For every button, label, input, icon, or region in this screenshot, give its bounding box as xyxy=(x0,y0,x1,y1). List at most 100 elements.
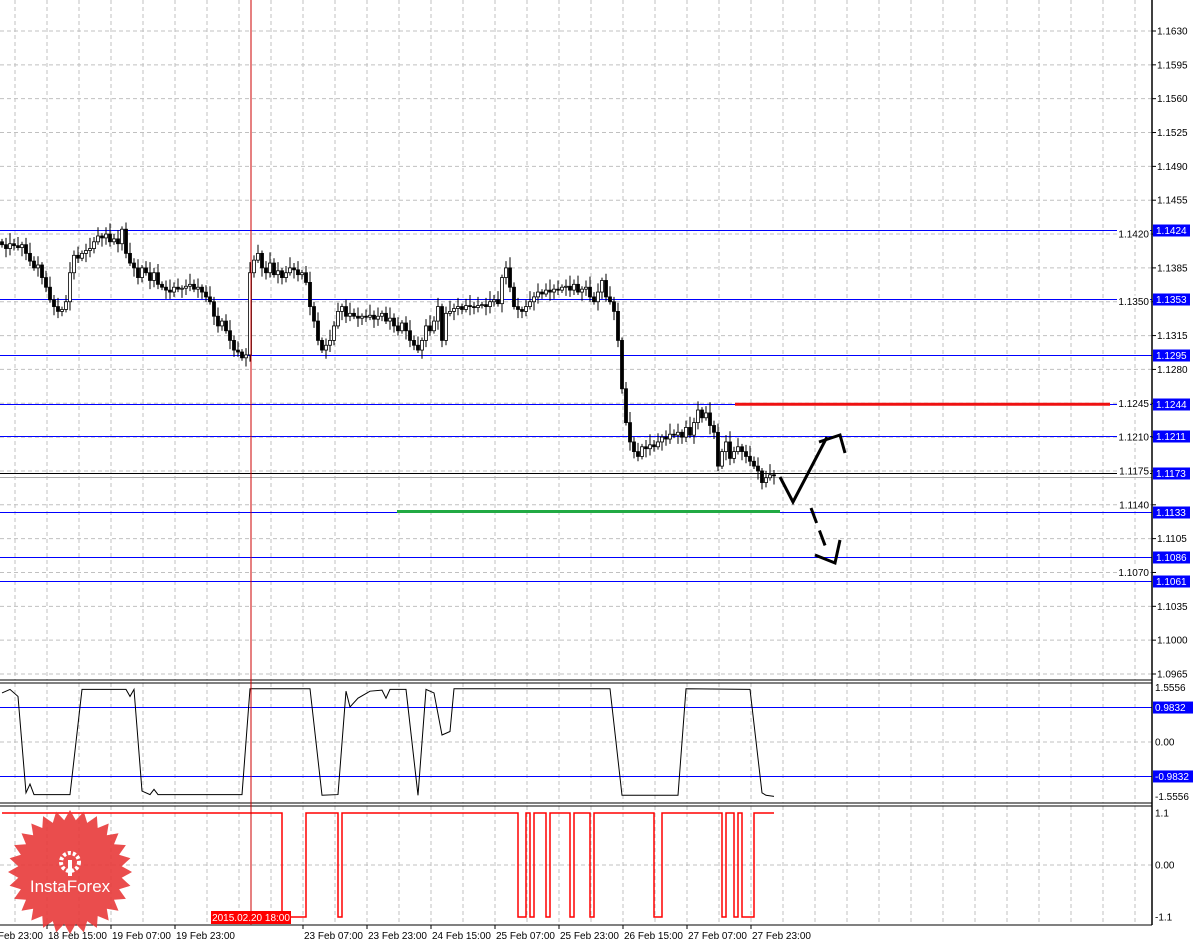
candle-bullish xyxy=(288,267,292,274)
candle-bullish xyxy=(448,311,452,314)
level-label: 1.1133 xyxy=(1156,508,1186,519)
candle-bullish xyxy=(180,287,184,290)
level-label: 1.1061 xyxy=(1156,577,1187,588)
candle-bullish xyxy=(596,291,600,303)
candle-bullish xyxy=(64,301,68,310)
candle-bearish xyxy=(616,311,620,341)
candle-bearish xyxy=(200,286,204,293)
candle-bullish xyxy=(552,288,556,293)
oscillator-level-label: 0.9832 xyxy=(1155,703,1186,714)
forecast-drawings xyxy=(778,433,847,566)
candle-bearish xyxy=(156,272,160,285)
price-tick-label: 1.1350 xyxy=(1118,297,1149,308)
price-tick-label: 1.1420 xyxy=(1118,230,1149,241)
candle-bullish xyxy=(432,320,436,332)
time-label: 17 Feb 23:00 xyxy=(0,931,43,942)
candle-bearish xyxy=(356,315,360,319)
candle-bearish xyxy=(240,351,244,359)
price-tick-label: 1.1245 xyxy=(1118,399,1149,410)
panel-frames xyxy=(0,0,1153,926)
candle-bullish xyxy=(436,306,440,322)
candle-bullish xyxy=(656,441,660,448)
logo-gear-icon xyxy=(59,851,81,873)
candle-bullish xyxy=(400,322,404,332)
candle-bullish xyxy=(560,286,564,291)
candle-bearish xyxy=(32,260,36,269)
candle-bullish xyxy=(764,477,768,483)
candle-bearish xyxy=(204,291,208,298)
candle-bearish xyxy=(516,306,520,310)
candle-bearish xyxy=(128,252,132,264)
candle-bullish xyxy=(220,320,224,327)
candle-bearish xyxy=(216,315,220,327)
candle-bearish xyxy=(628,422,632,443)
candle-bearish xyxy=(0,241,4,246)
candle-bearish xyxy=(672,433,676,436)
candle-bullish xyxy=(172,286,176,293)
candle-bearish xyxy=(76,254,80,259)
candle-bearish xyxy=(164,286,168,291)
candle-bullish xyxy=(456,306,460,309)
candle-bearish xyxy=(508,267,512,288)
candle-bullish xyxy=(452,308,456,312)
candle-bullish xyxy=(492,299,496,303)
oscillator-line xyxy=(1,687,775,797)
candle-bearish xyxy=(404,322,408,332)
candle-bullish xyxy=(332,325,336,341)
candle-bullish xyxy=(488,301,492,307)
candle-bullish xyxy=(500,277,504,305)
candle-bearish xyxy=(352,312,356,317)
price-tick-label: 1.1630 xyxy=(1157,27,1188,38)
price-tick-label-bg xyxy=(1117,464,1150,477)
candle-bearish xyxy=(176,286,180,290)
candle-bearish xyxy=(712,425,716,433)
candle-bearish xyxy=(772,474,776,477)
candle-bearish xyxy=(472,306,476,308)
candle-bullish xyxy=(252,259,256,274)
candle-bearish xyxy=(44,277,48,288)
price-tick-label: 1.1455 xyxy=(1157,196,1188,207)
candle-bearish xyxy=(652,444,656,448)
oscillator-panel xyxy=(0,687,1152,797)
candle-bearish xyxy=(548,289,552,293)
time-label: 25 Feb 07:00 xyxy=(496,931,555,942)
candle-bullish xyxy=(184,285,188,289)
candle-bearish xyxy=(312,306,316,322)
candle-bullish xyxy=(648,444,652,450)
candle-bearish xyxy=(644,446,648,450)
candle-bullish xyxy=(720,451,724,467)
candle-bullish xyxy=(360,315,364,319)
price-tick-label: 1.1000 xyxy=(1157,636,1188,647)
candle-bullish xyxy=(640,446,644,457)
candle-bullish xyxy=(572,283,576,291)
level-label: 1.1244 xyxy=(1156,400,1187,411)
signal-line xyxy=(2,812,774,918)
candle-bearish xyxy=(260,252,264,269)
candle-bearish xyxy=(428,325,432,332)
time-label: 18 Feb 15:00 xyxy=(48,931,107,942)
candle-bullish xyxy=(96,235,100,243)
candle-bearish xyxy=(632,441,636,453)
candle-bullish xyxy=(336,311,340,327)
horizontal-levels xyxy=(0,230,1152,582)
candle-bearish xyxy=(40,264,44,278)
candle-bullish xyxy=(284,272,288,278)
price-tick-label-bg xyxy=(1117,228,1150,241)
candle-bearish xyxy=(144,267,148,274)
candle-bullish xyxy=(420,340,424,351)
candle-bearish xyxy=(160,283,164,288)
logo-stem-icon xyxy=(68,860,72,876)
candle-bullish xyxy=(152,272,156,281)
candle-bullish xyxy=(300,272,304,276)
candle-bullish xyxy=(72,254,76,274)
candle-bullish xyxy=(600,280,604,293)
candle-bullish xyxy=(68,272,72,303)
candle-bearish xyxy=(208,296,212,303)
candle-bullish xyxy=(196,286,200,290)
time-label: 19 Feb 23:00 xyxy=(176,931,235,942)
time-label: 25 Feb 23:00 xyxy=(560,931,619,942)
forecast-arrow-down xyxy=(809,507,828,549)
time-label: 24 Feb 15:00 xyxy=(432,931,491,942)
candle-bearish xyxy=(416,344,420,351)
